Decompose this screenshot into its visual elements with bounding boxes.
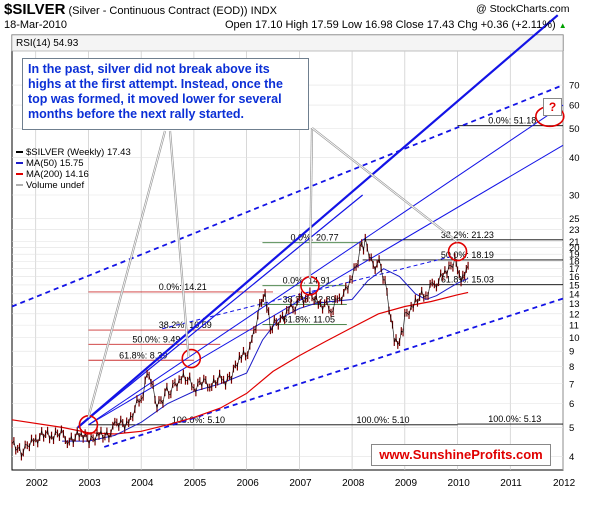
fib-level-label: 50.0%: 18.19 (441, 250, 494, 260)
mid-dashed-line (162, 255, 456, 330)
x-tick-label: 2005 (184, 478, 207, 489)
y-tick-label: 25 (569, 214, 580, 225)
chart-title: $SILVER (Silver - Continuous Contract (E… (4, 1, 277, 18)
quote-values: Open 17.10 High 17.59 Low 16.98 Close 17… (225, 19, 556, 31)
fib-level-label: 38.2%: 21.23 (441, 230, 494, 240)
chart-date: 18-Mar-2010 (4, 19, 67, 31)
y-tick-label: 13 (569, 299, 580, 310)
y-tick-label: 17 (569, 264, 580, 275)
x-tick-label: 2004 (131, 478, 154, 489)
y-tick-label: 40 (569, 153, 580, 164)
callout-pointer-highlight (169, 130, 190, 358)
callout-pointer-highlight (309, 127, 313, 279)
fib-level-label: 0.0%: 20.77 (291, 233, 339, 243)
fib-level-label: 100.0%: 5.10 (356, 415, 409, 425)
x-tick-label: 2012 (553, 478, 576, 489)
symbol: $SILVER (4, 1, 66, 18)
primary-trend-line (77, 14, 559, 429)
fib-level-label: 100.0%: 5.13 (488, 414, 541, 424)
x-tick-label: 2010 (448, 478, 471, 489)
fib-level-label: 61.8%: 11.05 (283, 315, 335, 325)
y-tick-label: 19 (569, 250, 580, 261)
y-tick-label: 20 (569, 243, 580, 254)
annotation-callout: In the past, silver did not break above … (22, 58, 309, 130)
x-tick-label: 2006 (237, 478, 260, 489)
highlight-circle (181, 348, 202, 369)
y-tick-label: 30 (569, 190, 580, 201)
y-tick-label: 14 (569, 289, 580, 300)
x-tick-label: 2002 (26, 478, 49, 489)
fib-level-label: 61.8%: 8.39 (119, 350, 167, 360)
fib-level-label: 38.2%: 12.89 (283, 295, 336, 305)
x-tick-label: 2011 (500, 478, 522, 489)
callout-pointer-highlight (88, 130, 166, 418)
y-tick-label: 9 (569, 347, 574, 358)
fan-line (77, 194, 364, 428)
legend-volume: Volume undef (26, 180, 84, 191)
y-tick-label: 4 (569, 452, 574, 463)
y-tick-label: 10 (569, 333, 580, 344)
y-tick-label: 15 (569, 280, 580, 291)
y-tick-label: 50 (569, 124, 580, 135)
legend-ma200: MA(200) 14.16 (26, 169, 89, 180)
y-tick-label: 60 (569, 101, 580, 112)
legend-ma50: MA(50) 15.75 (26, 158, 84, 169)
y-tick-label: 16 (569, 272, 580, 283)
fib-level-label: 50.0%: 9.49 (132, 334, 180, 344)
x-tick-label: 2003 (78, 478, 101, 489)
y-tick-label: 11 (569, 321, 579, 332)
fib-level-label: 100.0%: 5.10 (172, 415, 225, 425)
fib-level-label: 0.0%: 51.18 (488, 116, 536, 126)
exchange: INDX (250, 5, 277, 17)
y-tick-label: 8 (569, 362, 574, 373)
website-label[interactable]: www.SunshineProfits.com (371, 444, 551, 466)
y-tick-label: 5 (569, 423, 574, 434)
y-tick-label: 70 (569, 81, 580, 92)
y-tick-label: 7 (569, 379, 574, 390)
y-tick-label: 21 (569, 237, 580, 248)
fib-level-label: 0.0%: 14.91 (283, 276, 331, 286)
y-tick-label: 6 (569, 399, 574, 410)
x-tick-label: 2008 (342, 478, 365, 489)
highlight-circle (447, 241, 468, 262)
x-tick-label: 2009 (395, 478, 418, 489)
y-tick-label: 12 (569, 309, 580, 320)
quote-line: Open 17.10 High 17.59 Low 16.98 Close 17… (225, 19, 567, 31)
callout-pointer-highlight (311, 127, 458, 243)
ma50-line (62, 268, 469, 442)
copyright: @ StockCharts.com (476, 3, 570, 15)
fan-line (88, 144, 564, 426)
rsi-panel (11, 34, 564, 52)
question-mark-label: ? (543, 98, 562, 116)
up-arrow-icon: ▲ (558, 21, 567, 30)
price-line (11, 237, 469, 458)
fan-line (88, 104, 564, 426)
legend-price: $SILVER (Weekly) 17.43 (26, 147, 131, 158)
y-tick-label: 23 (569, 225, 580, 236)
fib-level-label: 61.8%: 15.03 (441, 275, 494, 285)
x-tick-label: 2007 (289, 478, 312, 489)
rsi-label: RSI(14) 54.93 (16, 38, 79, 49)
description: (Silver - Continuous Contract (EOD)) (68, 5, 248, 17)
y-tick-label: 18 (569, 257, 580, 268)
